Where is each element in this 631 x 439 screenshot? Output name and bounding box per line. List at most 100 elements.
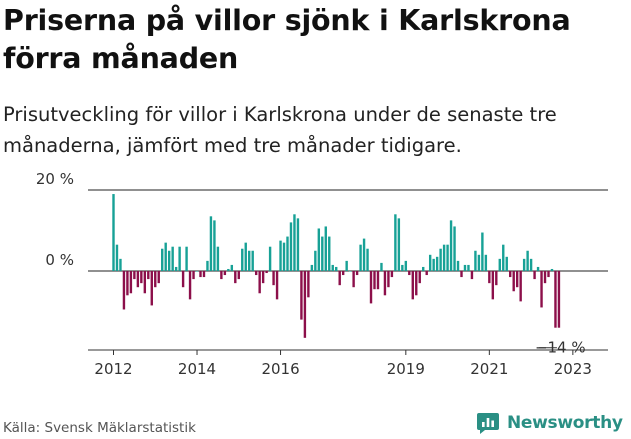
bar (432, 258, 435, 271)
bar (408, 271, 411, 276)
bar (543, 271, 547, 284)
bar (331, 264, 334, 271)
bar (460, 271, 463, 278)
x-tick-label: 2016 (261, 360, 299, 378)
bar (369, 271, 373, 304)
bar (126, 271, 129, 296)
y-axis-labels: 20 % 0 % (36, 170, 74, 269)
bar (474, 250, 477, 271)
bar (411, 271, 414, 300)
bar (317, 228, 321, 271)
bar (533, 271, 536, 280)
bar (314, 250, 317, 271)
bar (122, 271, 126, 310)
bar (192, 271, 195, 280)
bar (505, 256, 508, 271)
bar (449, 220, 453, 272)
x-tick-label: 2012 (94, 360, 132, 378)
x-tick-label: 2019 (387, 360, 425, 378)
bar (272, 271, 275, 286)
bar (509, 271, 512, 278)
bar (154, 271, 157, 288)
bar (261, 271, 265, 284)
bar (401, 264, 404, 271)
bar (550, 268, 554, 271)
bar (453, 226, 456, 271)
bar (324, 226, 327, 271)
bar (422, 266, 425, 271)
x-tick-label: 2023 (554, 360, 592, 378)
bar (352, 271, 355, 288)
bar (161, 248, 164, 271)
bar (234, 271, 237, 284)
bar (328, 236, 331, 271)
bar (498, 258, 501, 271)
x-tick-label: 2014 (178, 360, 216, 378)
bar (303, 271, 307, 338)
bar (195, 271, 199, 272)
last-value-label: −14 % (535, 339, 586, 357)
bar (164, 242, 167, 271)
bar (390, 271, 394, 278)
bar (387, 271, 390, 288)
bar (206, 260, 209, 272)
bar (202, 271, 206, 278)
bar (133, 271, 136, 280)
bar (237, 271, 240, 280)
bars (112, 194, 561, 338)
bar (512, 271, 515, 292)
bar (484, 254, 488, 271)
bar (143, 271, 147, 294)
bar (321, 236, 324, 271)
newsworthy-logo-icon (477, 413, 499, 434)
bar (439, 248, 442, 271)
last-value-annotation: −14 % (535, 339, 586, 357)
bar (251, 250, 254, 271)
bar (279, 240, 282, 272)
bar (300, 271, 303, 320)
bar (522, 258, 526, 271)
x-axis: 2012 2014 2016 2019 2021 2023 (88, 349, 608, 378)
bar (157, 271, 160, 284)
bar (223, 271, 227, 276)
bar (112, 194, 115, 271)
bar (536, 266, 540, 271)
bar (557, 271, 561, 328)
bar (362, 238, 366, 271)
bar (540, 271, 543, 308)
bar (373, 271, 376, 290)
bar (213, 220, 216, 272)
bar (178, 246, 181, 271)
bar (241, 248, 244, 271)
y-tick-label: 0 % (45, 251, 74, 269)
bar (296, 218, 300, 271)
bar (345, 260, 348, 272)
bar (488, 271, 491, 284)
bar (244, 242, 247, 271)
bar (463, 264, 467, 271)
bar (254, 271, 258, 276)
bar (442, 244, 446, 271)
y-tick-label: 20 % (36, 170, 74, 188)
bar (529, 258, 533, 271)
bar (171, 246, 174, 271)
bar (115, 244, 119, 271)
bar (265, 271, 268, 274)
brand-logo[interactable]: Newsworthy (476, 409, 623, 437)
bar (394, 214, 397, 271)
bar (150, 271, 153, 306)
bar (140, 271, 143, 284)
bar (435, 256, 439, 271)
bar (355, 271, 359, 276)
bar (380, 262, 383, 271)
bar (268, 246, 272, 271)
bar (307, 271, 310, 298)
brand-name: Newsworthy (507, 413, 623, 433)
source-note: Källa: Svensk Mäklarstatistik (3, 420, 196, 436)
bar (129, 271, 133, 294)
bar (174, 266, 178, 271)
bar (547, 271, 550, 278)
bar (467, 264, 470, 271)
chart-subtitle: Prisutveckling för villor i Karlskrona u… (3, 103, 557, 157)
bar (341, 271, 345, 276)
